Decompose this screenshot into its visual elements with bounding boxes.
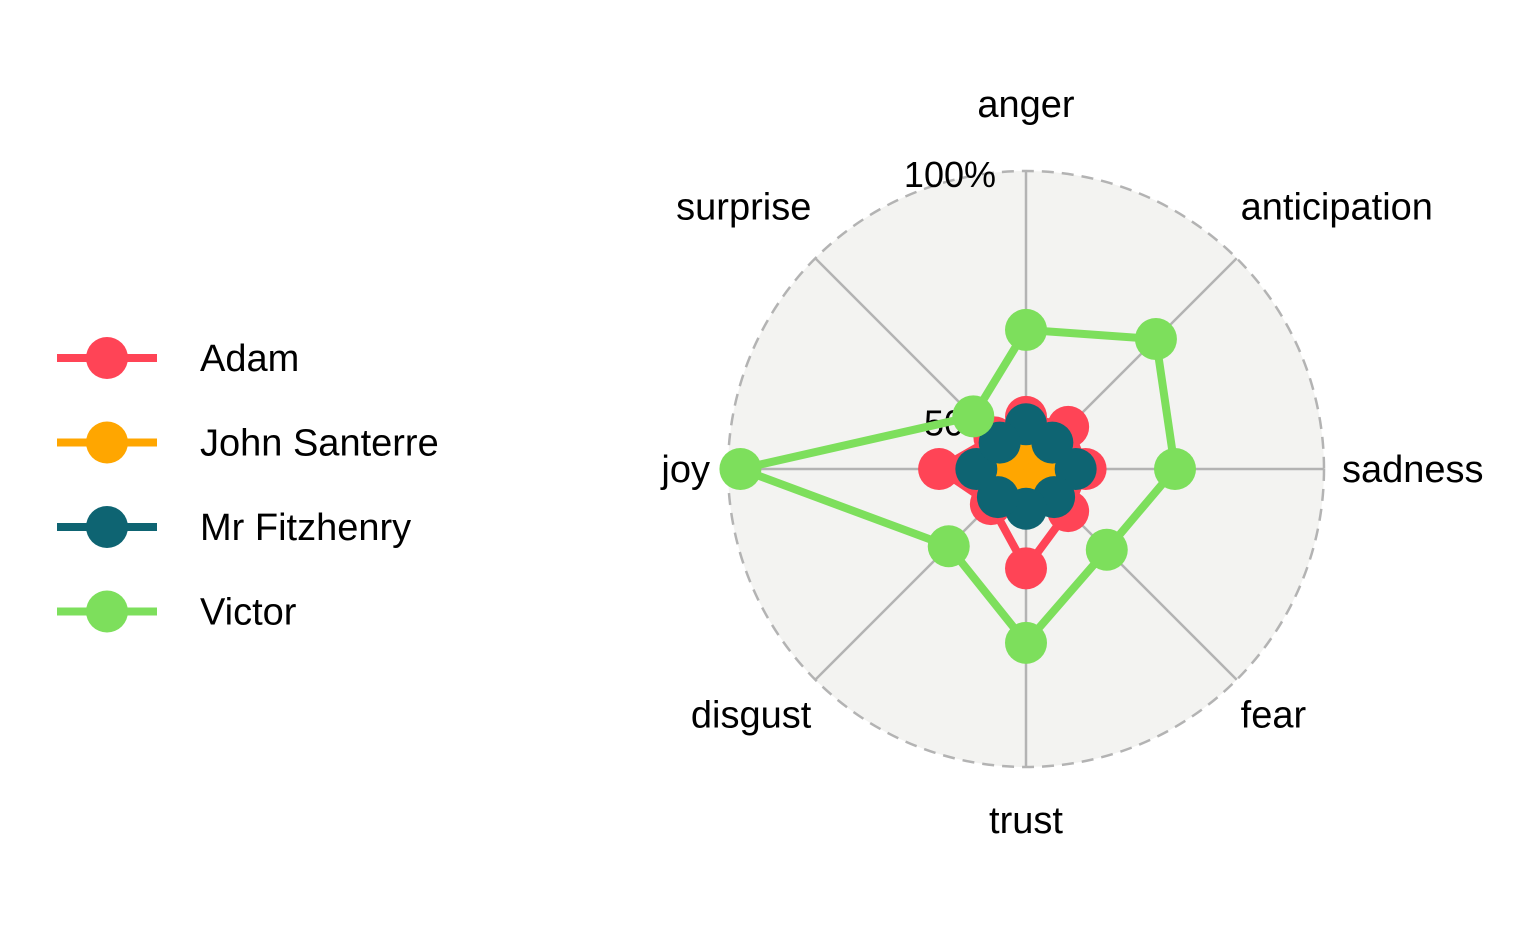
data-point-victor-anticipation: [1134, 318, 1177, 361]
data-point-victor-trust: [1005, 621, 1047, 664]
legend-label-mr-fitzhenry: Mr Fitzhenry: [200, 507, 411, 549]
legend: Adam John Santerre Mr Fitzhenry Victor: [57, 337, 439, 634]
legend-marker-victor: [86, 590, 128, 633]
axis-label-anger: anger: [977, 84, 1075, 126]
legend-item-john-santerre: John Santerre: [57, 421, 439, 465]
data-point-victor-joy: [719, 448, 762, 490]
axis-label-sadness: sadness: [1342, 449, 1484, 491]
legend-marker-john-santerre: [86, 421, 128, 464]
legend-marker-mr-fitzhenry: [86, 506, 128, 548]
data-point-mr-fitzhenry-surprise: [978, 421, 1021, 464]
legend-item-adam: Adam: [57, 337, 299, 380]
data-point-adam-joy: [918, 448, 961, 490]
data-point-victor-sadness: [1154, 448, 1196, 490]
axis-label-fear: fear: [1241, 695, 1307, 737]
radial-tick-label-100: 100%: [904, 154, 996, 195]
data-point-victor-disgust: [927, 525, 970, 568]
legend-label-victor: Victor: [200, 592, 297, 634]
axis-label-joy: joy: [660, 449, 710, 491]
legend-item-victor: Victor: [57, 590, 297, 634]
axis-label-surprise: surprise: [676, 186, 811, 228]
legend-marker-adam: [86, 337, 128, 379]
plot-area: anger anticipation sadness fear trust disgust…: [660, 84, 1483, 842]
data-point-victor-fear: [1085, 528, 1128, 571]
data-point-adam-trust: [1005, 547, 1047, 590]
legend-label-adam: Adam: [200, 338, 299, 380]
axis-label-trust: trust: [989, 800, 1063, 842]
outer-gridline: [726, 169, 1326, 769]
data-point-victor-anger: [1005, 308, 1047, 351]
data-point-victor-surprise: [952, 395, 995, 438]
axis-label-disgust: disgust: [691, 695, 812, 737]
legend-label-john-santerre: John Santerre: [200, 423, 439, 465]
axis-label-anticipation: anticipation: [1241, 186, 1433, 228]
legend-item-mr-fitzhenry: Mr Fitzhenry: [57, 506, 411, 549]
